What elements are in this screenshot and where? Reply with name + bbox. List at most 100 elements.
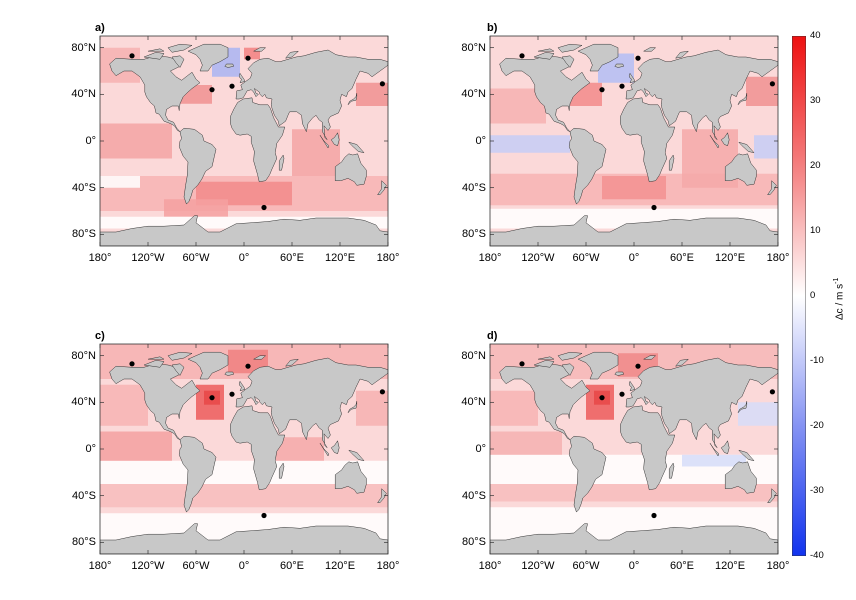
colorbar-gradient — [791, 35, 807, 557]
land-indonesia — [319, 135, 330, 149]
lon-tick-label: 60°W — [572, 560, 600, 572]
land-newguinea — [348, 141, 365, 154]
ocean-anomaly-patch — [738, 402, 778, 426]
lat-tick-label: 0° — [85, 443, 96, 455]
map-panel-b: b) 80°N 40°N 0° 40°S 80°S 180° 120°W 60°W 0° 60°E… — [390, 0, 810, 290]
site-marker — [261, 204, 267, 211]
lon-tick-label: 60°E — [670, 252, 694, 264]
lat-tick-label: 40°S — [72, 489, 96, 502]
land-borneo — [330, 132, 340, 147]
land-newzealand — [767, 180, 777, 195]
lat-tick-label: 0° — [475, 443, 486, 455]
map-panel-a: a) 80°N 40°N 0° 40°S 80°S 180° 120°W 60°W 0° 60°E… — [0, 0, 420, 290]
land-greenland — [577, 351, 619, 380]
lat-tick-label: 40°S — [72, 181, 96, 194]
lat-tick-label: 80°N — [461, 349, 486, 362]
panel-label-c: c) — [95, 330, 105, 342]
land-iceland — [614, 63, 624, 68]
land-antarctica — [100, 215, 388, 246]
site-marker — [635, 55, 641, 61]
colorbar-tick-label: 0 — [810, 290, 816, 301]
land-australia — [724, 153, 757, 186]
ocean-anomaly-patch — [276, 437, 324, 461]
site-marker — [599, 87, 605, 93]
land-uk — [238, 72, 246, 84]
ocean-anomaly-patch — [100, 431, 172, 461]
ocean-anomaly-patch — [164, 199, 228, 217]
land-baffin — [561, 363, 575, 376]
land-baffin — [171, 363, 185, 376]
land-africa — [230, 405, 286, 491]
land-iceland — [224, 371, 234, 376]
land-south-america — [178, 435, 217, 513]
land-indonesia — [709, 135, 720, 149]
land-newguinea — [738, 449, 755, 462]
land-ellesmere — [167, 351, 193, 361]
ocean-anomaly-patch — [490, 390, 538, 426]
ocean-anomaly-patch — [356, 390, 388, 426]
land-uk — [238, 380, 246, 392]
land-uk — [628, 380, 636, 392]
lon-tick-label: 120°E — [324, 560, 356, 572]
lat-tick-label: 40°S — [462, 181, 486, 194]
lon-tick-label: 120°W — [521, 560, 555, 572]
land-uk — [628, 72, 636, 84]
land-svalbard — [253, 355, 267, 360]
land-arctic-is2 — [537, 356, 555, 360]
lon-tick-label: 0° — [628, 560, 640, 572]
land-newguinea — [348, 449, 365, 462]
ocean-anomaly-patch — [490, 484, 778, 502]
colorbar-tick-label: -30 — [810, 485, 824, 496]
ocean-anomaly-patch — [746, 76, 778, 106]
lat-tick-label: 40°N — [461, 88, 486, 101]
colorbar-label-text: Δc / m s — [834, 283, 846, 320]
lat-tick-label: 80°S — [72, 228, 96, 241]
colorbar-label-exponent: -1 — [833, 277, 840, 284]
colorbar-tick-label: -20 — [810, 420, 824, 431]
land-north-america — [499, 363, 591, 440]
land-madagascar — [278, 462, 285, 479]
colorbar-tick-label: 10 — [810, 225, 821, 236]
land-arctic-is1 — [533, 52, 555, 60]
land-arctic-is1 — [143, 360, 165, 368]
lon-tick-label: 180° — [376, 252, 400, 264]
site-marker — [651, 204, 657, 211]
lat-tick-label: 40°S — [462, 489, 486, 502]
site-marker — [519, 53, 525, 59]
site-marker — [129, 53, 135, 59]
map-plot-b — [489, 35, 779, 247]
land-newzealand — [377, 180, 387, 195]
land-svalbard — [643, 355, 657, 360]
lon-tick-label: 120°E — [714, 252, 746, 264]
lat-tick-label: 80°S — [462, 536, 486, 549]
site-marker — [129, 361, 135, 367]
land-borneo — [720, 440, 730, 455]
land-newzealand — [767, 488, 777, 503]
lon-tick-label: 60°W — [182, 560, 210, 572]
site-marker — [619, 83, 625, 89]
lon-tick-label: 180° — [376, 560, 400, 572]
land-antarctica — [490, 523, 778, 554]
land-arctic-is2 — [537, 48, 555, 52]
land-south-america — [178, 127, 217, 205]
ocean-anomaly-patch — [490, 135, 570, 153]
ocean-anomaly-patch — [100, 384, 148, 426]
land-madagascar — [668, 154, 675, 171]
land-arctic-is2 — [147, 48, 165, 52]
land-japan — [737, 93, 748, 105]
lat-tick-label: 40°N — [71, 88, 96, 101]
land-eurasia — [235, 357, 388, 448]
land-africa — [620, 405, 676, 491]
site-marker — [229, 391, 235, 397]
panel-label-a: a) — [95, 22, 105, 34]
lon-tick-label: 60°E — [280, 560, 304, 572]
land-iceland — [614, 371, 624, 376]
ocean-anomaly-patch — [100, 460, 388, 484]
land-greenland — [187, 43, 229, 72]
lat-tick-label: 40°N — [71, 396, 96, 409]
site-marker — [245, 363, 251, 369]
land-antarctica — [490, 215, 778, 246]
lon-tick-label: 180° — [88, 560, 112, 572]
land-baffin — [171, 55, 185, 68]
lon-tick-label: 0° — [238, 252, 250, 264]
